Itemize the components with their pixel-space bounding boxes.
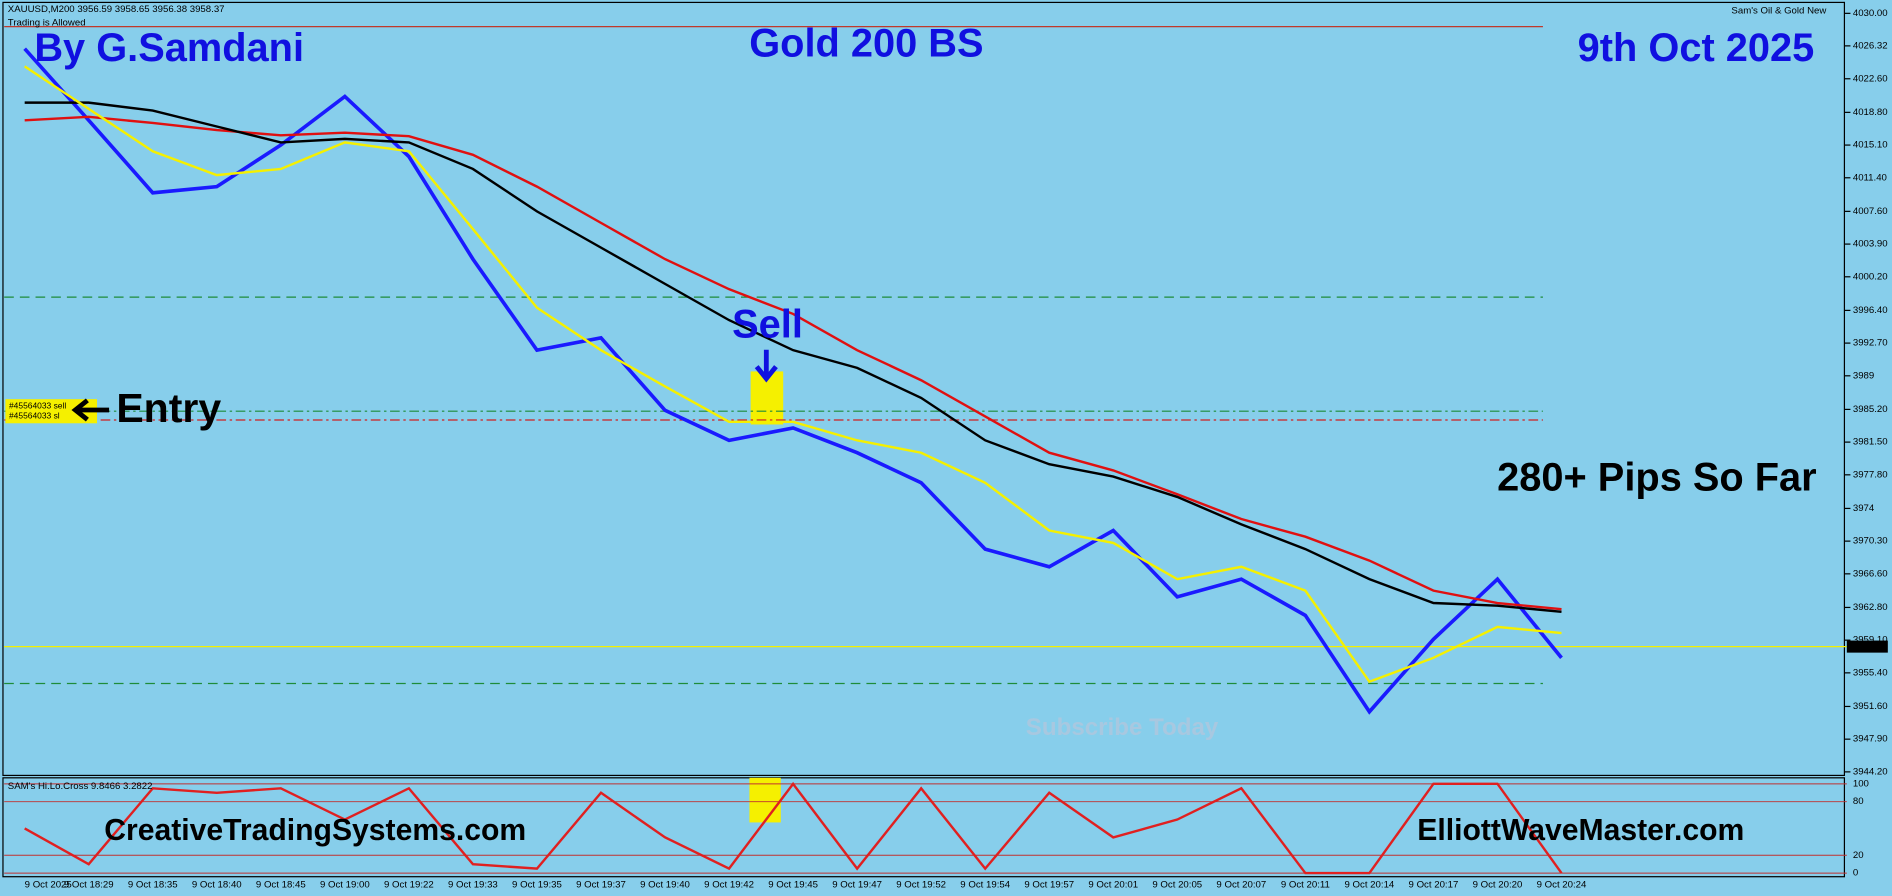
subscribe: Subscribe Today — [1026, 714, 1219, 741]
y-tick-label: 3944.20 — [1853, 766, 1888, 777]
y-tick-label: 3977.80 — [1853, 469, 1888, 480]
y-tick-label: 3992.70 — [1853, 338, 1888, 349]
x-tick-label: 9 Oct 18:45 — [256, 880, 306, 891]
x-tick-label: 9 Oct 18:29 — [64, 880, 114, 891]
order-sell: #45564033 sell — [9, 401, 66, 411]
x-tick-label: 9 Oct 20:14 — [1345, 880, 1395, 891]
x-tick-label: 9 Oct 18:40 — [192, 880, 242, 891]
date: 9th Oct 2025 — [1578, 26, 1815, 70]
site1: CreativeTradingSystems.com — [104, 814, 526, 847]
osc-title: SAM's Hi.Lo.Cross 9.8466 3.2822 — [8, 781, 153, 792]
x-tick-label: 9 Oct 20:20 — [1473, 880, 1523, 891]
author: By G.Samdani — [34, 26, 304, 70]
y-tick-label: 3996.40 — [1853, 305, 1888, 316]
y-tick-label: 4007.60 — [1853, 206, 1888, 217]
y-tick-label: 3951.60 — [1853, 701, 1888, 712]
y-tick-label: 4018.80 — [1853, 107, 1888, 118]
oscillator-line — [24, 781, 1563, 875]
x-tick-label: 9 Oct 19:40 — [640, 880, 690, 891]
x-tick-label: 9 Oct 20:07 — [1216, 880, 1266, 891]
y-tick-label: 4015.10 — [1853, 140, 1888, 151]
x-tick-label: 9 Oct 19:00 — [320, 880, 370, 891]
y-tick-label: 3962.80 — [1853, 602, 1888, 613]
osc-tick-label: 0 — [1853, 868, 1858, 879]
site2: ElliottWaveMaster.com — [1417, 814, 1744, 847]
y-tick-label: 4030.00 — [1853, 8, 1888, 19]
y-tick-label: 3981.50 — [1853, 437, 1888, 448]
y-tick-label: 3966.60 — [1853, 568, 1888, 579]
y-tick-label: 3985.20 — [1853, 404, 1888, 415]
order-sl: #45564033 sl — [9, 410, 60, 420]
y-tick-label: 3970.30 — [1853, 536, 1888, 547]
x-tick-label: 9 Oct 20:17 — [1409, 880, 1459, 891]
y-tick-label: 4000.20 — [1853, 271, 1888, 282]
y-tick-label: 4026.32 — [1853, 40, 1888, 51]
osc-frame — [2, 777, 1846, 878]
y-tick-label: 3974 — [1853, 503, 1875, 514]
osc-tick-label: 80 — [1853, 796, 1864, 807]
x-tick-label: 9 Oct 19:47 — [832, 880, 882, 891]
main-frame — [2, 1, 1846, 777]
moving-average — [24, 115, 1562, 611]
x-tick-label: 9 Oct 19:37 — [576, 880, 626, 891]
pips-label: 280+ Pips So Far — [1497, 455, 1817, 499]
x-tick-label: 9 Oct 18:35 — [128, 880, 178, 891]
osc-highlight — [749, 777, 781, 823]
y-tick-label: 4003.90 — [1853, 239, 1888, 250]
x-tick-label: 9 Oct 19:45 — [768, 880, 818, 891]
current-price-box — [1846, 640, 1888, 653]
x-tick-label: 9 Oct 19:42 — [704, 880, 754, 891]
entry-arrow — [71, 398, 110, 422]
y-tick-label: 3947.90 — [1853, 734, 1888, 745]
plot: 4030.00 4026.32 4022.60 4018.80 4015.10 4011.… — [4, 8, 1888, 891]
x-tick-label: 9 Oct 2025 — [25, 880, 72, 891]
x-tick-label: 9 Oct 19:52 — [896, 880, 946, 891]
y-tick-label: 3955.40 — [1853, 667, 1888, 678]
x-tick-label: 9 Oct 19:35 — [512, 880, 562, 891]
header: XAUUSD,M200 3956.59 3958.65 3956.38 3958… — [8, 4, 225, 15]
x-tick-label: 9 Oct 19:54 — [960, 880, 1010, 891]
x-tick-label: 9 Oct 20:05 — [1152, 880, 1202, 891]
indicator-name: Sam's Oil & Gold New — [1731, 5, 1826, 16]
moving-average — [24, 101, 1562, 614]
osc-tick-label: 100 — [1853, 778, 1869, 789]
x-tick-label: 9 Oct 19:22 — [384, 880, 434, 891]
x-tick-label: 9 Oct 20:11 — [1281, 880, 1330, 891]
x-tick-label: 9 Oct 19:33 — [448, 880, 498, 891]
sell-arrow — [754, 349, 778, 383]
y-tick-label: 3989 — [1853, 370, 1874, 381]
entry-label: Entry — [116, 385, 221, 431]
status: Trading is Allowed — [8, 17, 86, 28]
current-price-label: 3958.37 — [1850, 641, 1885, 652]
moving-average — [24, 65, 1562, 684]
price-line — [23, 47, 1563, 715]
x-tick-label: 9 Oct 20:01 — [1088, 880, 1138, 891]
osc-tick-label: 20 — [1853, 850, 1864, 861]
y-tick-label: 4022.60 — [1853, 73, 1888, 84]
title: Gold 200 BS — [749, 21, 983, 65]
sell-label: Sell — [732, 302, 803, 346]
x-tick-label: 9 Oct 20:24 — [1537, 880, 1587, 891]
y-tick-label: 4011.40 — [1853, 172, 1887, 183]
y-tick-label: 3959.10 — [1853, 635, 1888, 646]
x-tick-label: 9 Oct 19:57 — [1024, 880, 1074, 891]
